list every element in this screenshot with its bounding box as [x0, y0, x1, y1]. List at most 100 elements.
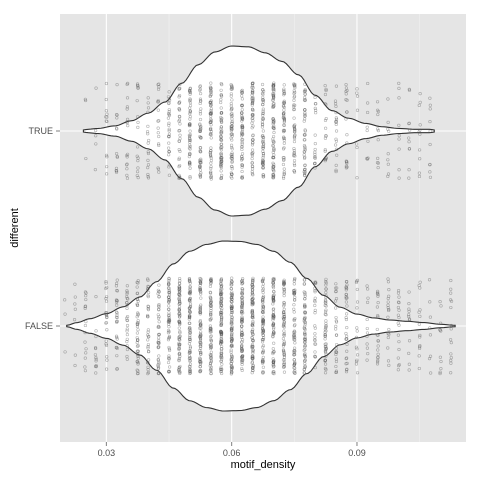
- data-point: [261, 315, 265, 319]
- data-point: [199, 159, 203, 163]
- data-point: [261, 103, 265, 107]
- data-point: [292, 303, 296, 307]
- data-point: [281, 315, 285, 320]
- data-point: [250, 335, 254, 340]
- data-point: [323, 303, 327, 307]
- data-point: [271, 363, 275, 367]
- data-point: [408, 128, 412, 132]
- data-point: [146, 124, 150, 128]
- data-point: [344, 280, 349, 284]
- data-point: [428, 129, 432, 133]
- data-point: [146, 307, 150, 311]
- data-point: [271, 117, 275, 121]
- data-point: [261, 321, 266, 325]
- data-point: [188, 117, 192, 121]
- data-point: [229, 313, 233, 317]
- data-point: [240, 331, 244, 335]
- data-point: [251, 278, 255, 282]
- data-point: [240, 125, 244, 130]
- data-point: [208, 111, 212, 116]
- data-point: [240, 301, 244, 305]
- data-point: [292, 136, 297, 140]
- data-point: [178, 301, 182, 305]
- data-point: [313, 354, 317, 359]
- data-point: [178, 289, 182, 293]
- data-point: [313, 152, 317, 156]
- data-point: [271, 176, 275, 180]
- data-point: [219, 142, 224, 146]
- data-point: [261, 351, 265, 355]
- data-point: [303, 82, 307, 86]
- data-point: [219, 97, 223, 102]
- data-point: [303, 133, 307, 137]
- data-point: [261, 139, 265, 144]
- data-point: [251, 349, 255, 354]
- data-point: [188, 371, 193, 375]
- data-point: [220, 145, 224, 149]
- data-point: [167, 369, 171, 373]
- data-point: [303, 304, 307, 308]
- data-point: [354, 362, 359, 366]
- data-point: [240, 90, 244, 94]
- data-point: [219, 320, 223, 324]
- data-point: [188, 281, 192, 285]
- data-point: [178, 371, 182, 375]
- data-point: [136, 349, 140, 353]
- x-tick-label: 0.09: [348, 448, 366, 458]
- data-point: [219, 333, 224, 337]
- data-point: [250, 345, 254, 350]
- data-point: [229, 102, 233, 106]
- data-point: [365, 346, 369, 350]
- data-point: [313, 281, 317, 285]
- data-point: [187, 160, 192, 164]
- data-point: [376, 156, 380, 160]
- data-point: [313, 324, 317, 328]
- data-point: [345, 334, 349, 338]
- data-point: [229, 368, 234, 372]
- data-point: [177, 157, 181, 162]
- data-point: [251, 316, 255, 320]
- data-point: [136, 279, 140, 283]
- data-point: [324, 367, 328, 372]
- data-point: [240, 104, 244, 108]
- data-point: [188, 129, 192, 133]
- data-point: [376, 293, 380, 297]
- data-point: [230, 98, 234, 102]
- data-point: [114, 152, 119, 156]
- data-point: [136, 156, 140, 160]
- data-point: [188, 292, 192, 296]
- data-point: [146, 370, 151, 375]
- data-point: [282, 123, 286, 127]
- data-point: [125, 337, 129, 341]
- data-point: [209, 314, 213, 318]
- data-point: [94, 371, 98, 375]
- data-point: [313, 300, 317, 304]
- data-point: [282, 93, 286, 97]
- data-point: [125, 120, 129, 124]
- data-point: [219, 342, 223, 346]
- data-point: [345, 356, 349, 360]
- data-point: [282, 172, 286, 176]
- data-point: [157, 85, 161, 89]
- data-point: [260, 327, 265, 331]
- data-point: [219, 162, 223, 167]
- data-point: [324, 116, 328, 121]
- data-point: [272, 165, 276, 169]
- data-point: [250, 356, 255, 360]
- data-point: [219, 303, 223, 307]
- data-point: [324, 346, 328, 350]
- data-point: [198, 359, 202, 363]
- data-point: [292, 91, 296, 96]
- data-point: [251, 101, 255, 105]
- data-point: [250, 290, 254, 295]
- data-point: [387, 307, 391, 312]
- data-point: [260, 160, 265, 165]
- data-point: [293, 361, 297, 366]
- data-point: [157, 119, 161, 123]
- data-point: [303, 278, 307, 282]
- data-point: [157, 304, 161, 308]
- data-point: [261, 109, 265, 113]
- data-point: [230, 305, 234, 309]
- data-point: [313, 102, 318, 106]
- data-point: [345, 367, 349, 371]
